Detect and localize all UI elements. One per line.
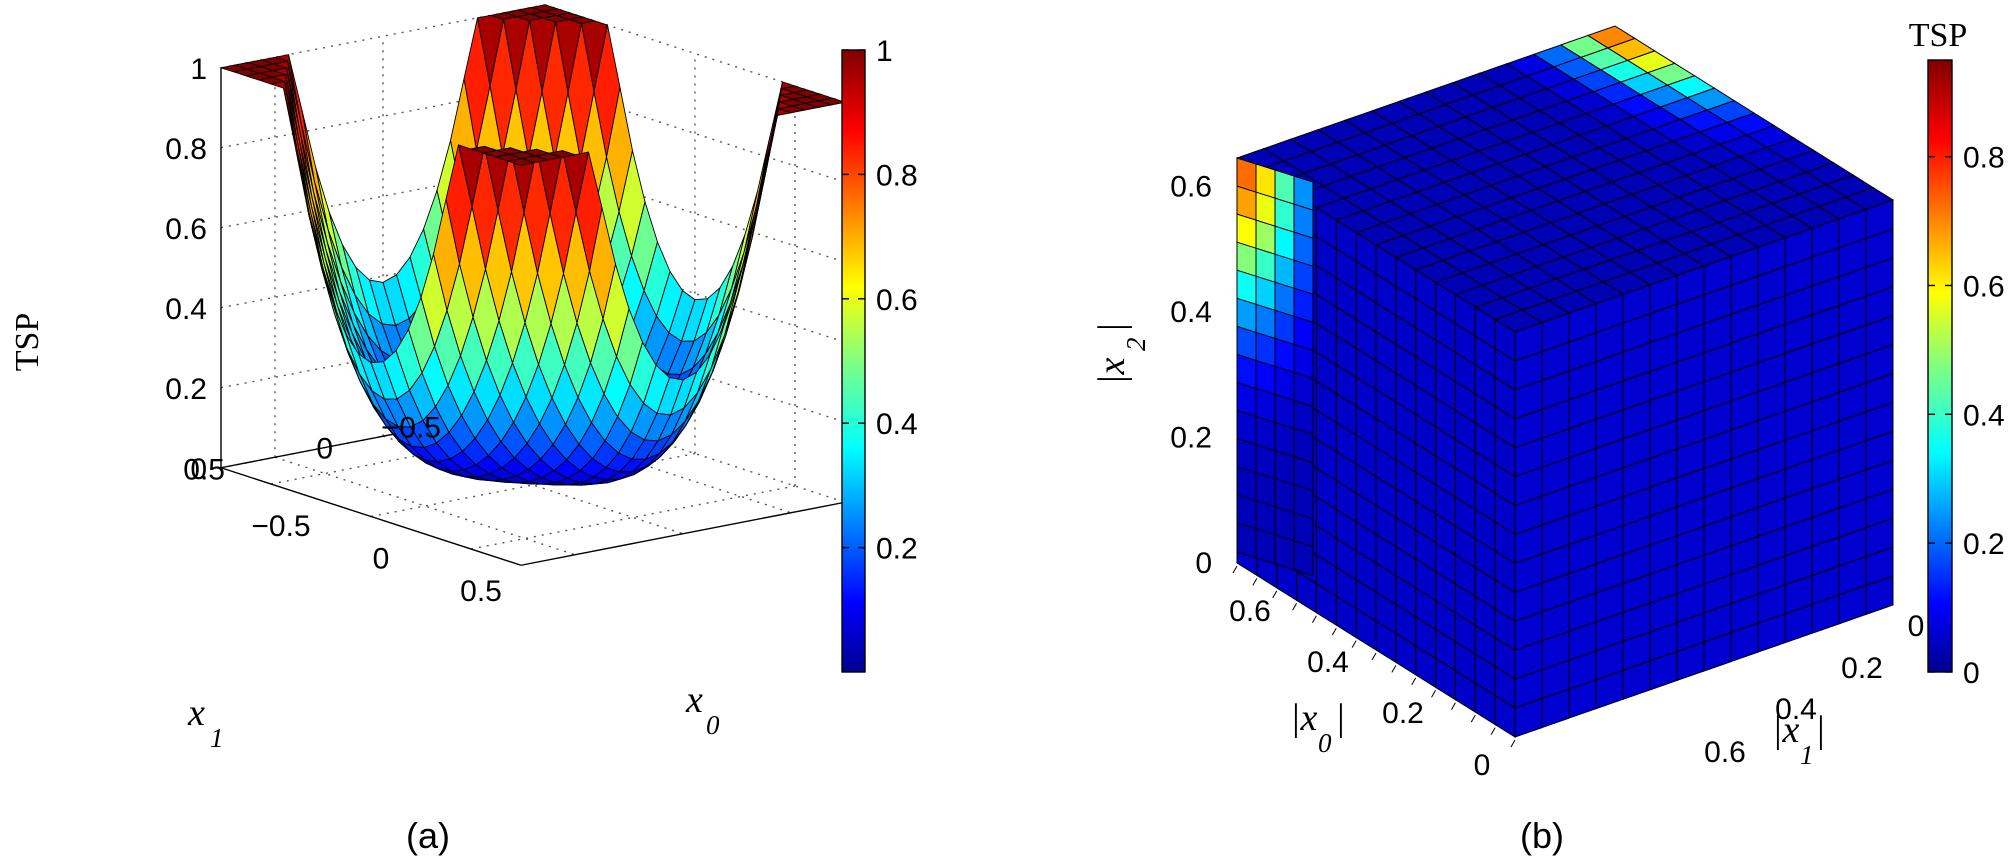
panel-a-colorbar: 0.2 0.4 0.6 0.8 1 [841,35,918,673]
x0-tick-mark [1272,590,1278,599]
floor-gridline [470,485,796,550]
x0-tick-label: 0 [373,543,390,576]
colorbar-tick-label: 0.6 [1963,270,2005,303]
surface-patch [506,158,537,166]
panel-a-ylabel: x 1 [187,692,224,753]
panel-b-ylabel: |x 1 | [1772,709,1825,770]
left-face-voxel [1236,522,1257,559]
panel-b-xlabel-text: |x [1290,697,1317,739]
colorbar-tick-label: 0.8 [1963,142,2005,175]
x0-tick-mark [1431,690,1437,698]
x0-tick-mark [1331,627,1337,636]
z-tick-label: 0.6 [1170,170,1212,203]
x0-tick-mark [1311,615,1317,623]
x1-tick-label: −0.5 [382,411,441,444]
colorbar-tick-label: 0.4 [876,408,918,441]
z-tick-label: 0.6 [165,213,207,246]
panel-a-xlabel: x 0 [685,679,720,740]
panel-b-xlabel-sub: 0 [1318,728,1332,758]
panel-b-zlabel-sub: 2 [1121,338,1151,352]
x0-tick-mark [1371,652,1377,661]
x1-tick-label: 0.4 [1775,693,1817,726]
surface-patch [731,191,758,289]
z-tick-label: 0.2 [1170,421,1212,454]
panel-a-ylabel-text: x [187,692,205,734]
panel-a-surface [219,4,847,486]
left-face-voxel [1274,534,1295,571]
colorbar-tick-label: 0.8 [876,159,918,192]
panel-b-colorbar: TSP 0 0.2 0.4 0.6 0.8 [1909,17,2005,690]
z-tick-label: 0.2 [165,373,207,406]
panel-a-colorbar-gradient [841,49,866,673]
panel-a-xlabel-text: x [685,679,703,721]
colorbar-tick-label: 0 [1963,657,1980,690]
panel-b-cube [1235,25,1895,738]
left-face-voxel [1293,540,1314,577]
panel-b-colorbar-title: TSP [1909,17,1968,54]
x0-tick-mark [1391,665,1397,673]
panel-a-xlabel-sub: 0 [706,710,720,740]
x0-tick-mark [1510,739,1516,748]
panel-b-ticks: 0 0.2 0.4 0.6 0 0.2 0.4 0.6 0 0.2 0.4 0.6 [1170,170,1924,782]
panel-b-colorbar-gradient [1927,59,1953,673]
panel-b-colorbar-ticks: 0 0.2 0.4 0.6 0.8 [1928,142,2005,690]
x1-tick-label: 0 [316,432,333,465]
z-tick-label: 1 [190,53,207,86]
panel-b-ylabel-sub: 1 [1800,740,1814,770]
colorbar-tick-label: 0.2 [876,533,918,566]
x0-tick-label: 0 [1474,749,1491,782]
x1-tick-label: 0.6 [1704,736,1746,769]
panel-b-xlabel-bar: | [1335,697,1345,739]
panel-a-caption: (a) [406,815,450,856]
surface-patch [743,136,771,253]
x0-tick-label: 0.5 [460,575,502,608]
top-face-voxel [1586,25,1637,49]
z-tick-label: 0 [190,453,207,486]
panel-a-colorbar-ticks: 0.2 0.4 0.6 0.8 1 [842,35,918,566]
x0-axis-line [220,467,522,566]
x0-tick-label: 0.4 [1307,646,1349,679]
x0-tick-mark [1450,702,1456,710]
z-tick-label: 0.4 [165,293,207,326]
x1-tick-label: 0.5 [183,453,225,486]
panel-b-ylabel-bar: | [1815,709,1825,751]
x0-tick-label: 0.2 [1382,697,1424,730]
x0-tick-label: −0.5 [251,510,310,543]
panel-b-zlabel: |x 2 | [1091,323,1151,385]
panel-b-zlabel-text: |x [1091,358,1133,385]
colorbar-tick-label: 0.2 [1963,528,2005,561]
colorbar-tick-label: 0.4 [1963,399,2005,432]
x0-tick-mark [1292,603,1298,611]
x0-tick-label: 0.6 [1229,595,1271,628]
x1-tick-label: 0.2 [1841,652,1883,685]
panel-b-zlabel-bar: | [1091,323,1133,333]
x0-tick-mark [1351,640,1357,648]
surface-patch [730,205,757,304]
x0-tick-mark [1411,677,1417,686]
z-tick-label: 0 [1195,547,1212,580]
z-tick-label: 0.4 [1170,296,1212,329]
colorbar-tick-label: 0.6 [876,284,918,317]
panel-b-xlabel: |x 0 | [1290,697,1345,758]
panel-b-voxel-plot: 0 0.2 0.4 0.6 0 0.2 0.4 0.6 0 0.2 0.4 0.6 |x 2 | |x… [1091,17,2005,856]
x0-tick-mark [1490,727,1496,735]
front-right-face-voxel [1865,575,1894,616]
x0-tick-mark [1252,578,1258,586]
x1-tick-label: 0 [1908,610,1925,643]
x1-axis-line-far [520,501,846,566]
colorbar-tick-label: 1 [876,35,893,68]
left-face-voxel [1255,528,1276,565]
x0-tick-mark [1232,565,1238,574]
panel-a-surface-plot: 00.20.40.60.81−0.500.5−0.500.5 TSP x 0 x… [9,4,918,856]
panel-b-caption: (b) [1520,815,1564,856]
panel-a-ticks: 00.20.40.60.81−0.500.5−0.500.5 [165,53,502,608]
x0-tick-mark [1470,714,1476,723]
panel-b-ylabel-text: |x [1772,709,1799,751]
panel-a-ylabel-sub: 1 [210,723,224,753]
z-tick-label: 0.8 [165,133,207,166]
panel-a-zlabel: TSP [9,313,46,372]
